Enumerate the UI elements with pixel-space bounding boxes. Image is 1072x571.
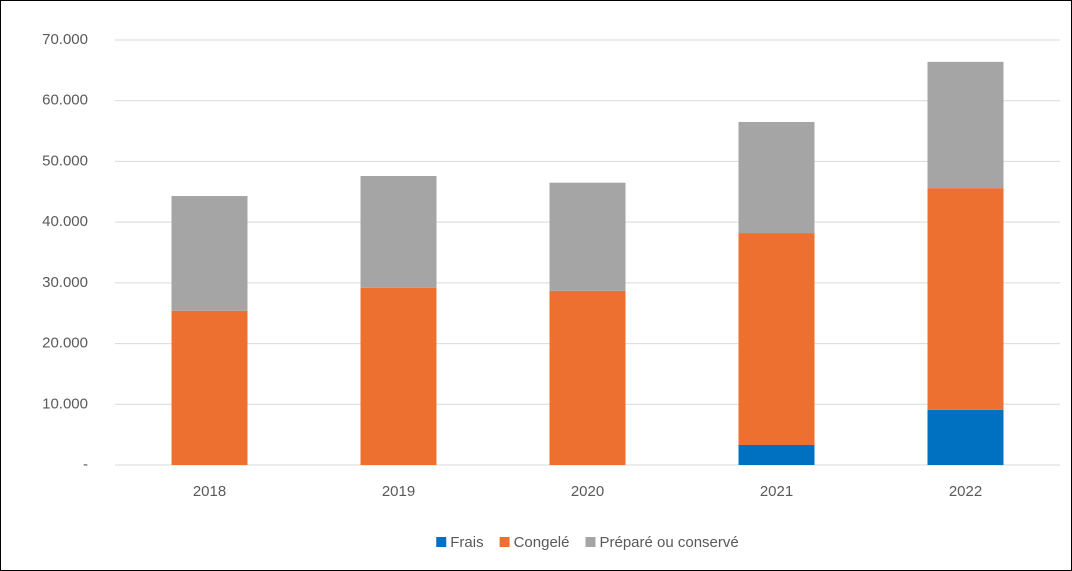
x-tick-label: 2020 (571, 483, 604, 500)
bar-segment (738, 233, 815, 445)
y-tick-label: 30.000 (42, 274, 88, 291)
legend-label: Frais (450, 534, 483, 551)
legend-swatch (436, 537, 447, 547)
x-tick-label: 2022 (949, 483, 982, 500)
legend-label: Congelé (514, 534, 570, 551)
x-tick-label: 2019 (382, 483, 415, 500)
legend-swatch (499, 537, 510, 547)
bar-segment (360, 176, 437, 288)
y-tick-label: 40.000 (42, 213, 88, 230)
y-tick-label: - (83, 456, 88, 473)
x-tick-label: 2018 (193, 483, 226, 500)
bar-segment (360, 287, 437, 465)
legend-label: Préparé ou conservé (599, 534, 738, 551)
y-tick-label: 50.000 (42, 152, 88, 169)
legend-swatch (585, 537, 596, 547)
x-tick-label: 2021 (760, 483, 793, 500)
bar-segment (927, 188, 1004, 410)
bar-segment (549, 182, 626, 291)
bar-segment (927, 61, 1004, 189)
bar-segment (738, 121, 815, 234)
bar-segment (171, 310, 248, 465)
y-tick-label: 60.000 (42, 92, 88, 109)
bar-segment (549, 290, 626, 465)
y-tick-label: 70.000 (42, 31, 88, 48)
bar-segment (171, 196, 248, 311)
bar-segment (738, 444, 815, 465)
bar-segment (927, 409, 1004, 465)
y-tick-label: 10.000 (42, 395, 88, 412)
y-tick-label: 20.000 (42, 335, 88, 352)
